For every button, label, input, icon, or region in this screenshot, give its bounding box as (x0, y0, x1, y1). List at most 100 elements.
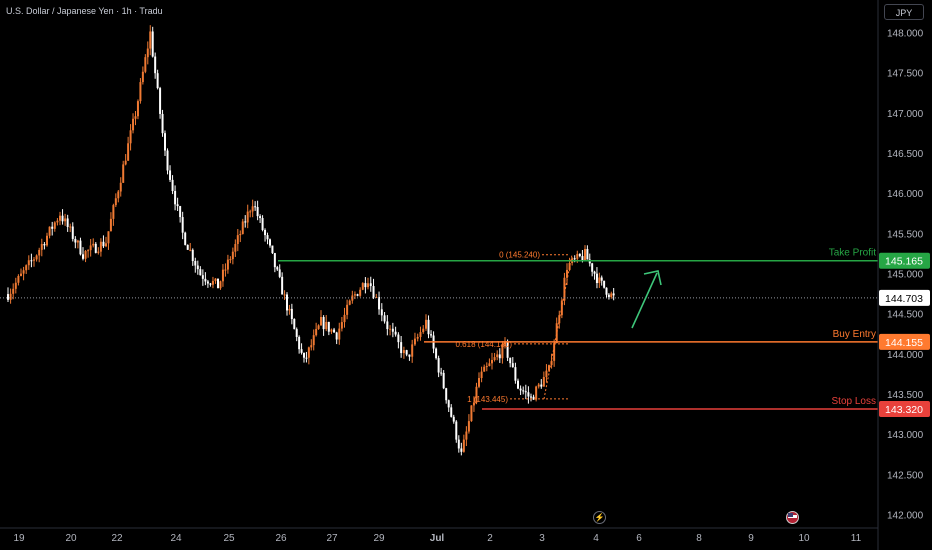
candle-body (548, 365, 550, 371)
candle-body (351, 295, 354, 301)
candle-body (480, 371, 483, 379)
candle-body (442, 372, 445, 389)
price-tick-label: 142.000 (887, 511, 924, 522)
level-price-label: 145.165 (885, 256, 923, 268)
current-price-badge (879, 289, 930, 306)
price-tick-label: 146.000 (887, 189, 924, 200)
candle-body (271, 245, 274, 254)
candle-body (330, 329, 333, 332)
candle-body (181, 217, 184, 233)
candle-body (27, 260, 30, 266)
up-arrow-icon[interactable] (631, 272, 658, 329)
candle-body (214, 278, 217, 281)
candle-body (312, 335, 315, 346)
symbol-header[interactable]: U.S. Dollar / Japanese Yen · 1h · Tradu (6, 6, 163, 16)
candle-body (581, 256, 584, 260)
candle-body (17, 275, 20, 283)
candle-body (59, 215, 61, 221)
candle-body (568, 262, 571, 270)
candle-body (84, 251, 87, 259)
candle-body (405, 350, 408, 355)
candle-body (408, 354, 411, 357)
candle-body (386, 321, 389, 330)
candle-body (303, 352, 305, 358)
time-tick-label: 4 (593, 533, 599, 544)
candle-body (112, 205, 115, 219)
candle-body (501, 344, 504, 359)
candle-body (236, 235, 239, 244)
candle-body (266, 235, 269, 240)
candle-body (74, 238, 77, 243)
candle-body (605, 287, 608, 295)
candle-body (219, 281, 222, 289)
candle-body (194, 261, 197, 266)
candle-body (576, 253, 579, 259)
candle-body (169, 170, 172, 180)
candle-body (447, 400, 450, 408)
candle-body (553, 343, 556, 361)
candle-body (119, 182, 122, 192)
candle-body (179, 206, 182, 218)
candle-body (445, 388, 448, 401)
candle-body (12, 288, 15, 294)
time-tick-label: 20 (65, 533, 77, 544)
candle-body (286, 294, 288, 311)
candle-body (578, 253, 581, 257)
candle-body (249, 211, 252, 213)
candle-body (109, 218, 112, 232)
candle-body (380, 309, 383, 316)
candle-body (139, 82, 142, 102)
currency-button[interactable]: JPY (884, 4, 924, 20)
candle-body (509, 357, 512, 364)
candle-body (53, 222, 56, 229)
candle-body (134, 116, 137, 119)
candle-body (300, 349, 303, 353)
us-flag-icon[interactable] (786, 511, 799, 524)
candle-body (600, 277, 603, 281)
candle-body (450, 407, 453, 417)
price-tick-label: 145.500 (887, 229, 924, 240)
time-tick-label: 10 (798, 533, 810, 544)
current-price-label: 144.703 (885, 293, 923, 305)
candle-body (122, 164, 125, 183)
candle-body (22, 270, 25, 274)
candle-body (184, 232, 187, 245)
lightning-icon[interactable]: ⚡ (593, 511, 606, 524)
candle-body (241, 221, 244, 234)
candle-body (231, 251, 234, 260)
candle-body (246, 211, 249, 223)
candle-body (514, 367, 517, 381)
candle-body (400, 342, 403, 354)
time-tick-label: Jul (430, 533, 445, 544)
candle-body (524, 391, 527, 393)
candle-body (25, 265, 28, 271)
candle-body (391, 328, 394, 332)
candle-body (402, 350, 405, 354)
candle-body (254, 206, 257, 208)
candle-body (226, 259, 229, 270)
candle-body (305, 357, 308, 359)
time-tick-label: 25 (223, 533, 235, 544)
arrow-head (643, 270, 662, 286)
candle-body (239, 233, 242, 236)
candle-body (38, 249, 41, 256)
candle-body (48, 226, 51, 236)
candle-body (419, 332, 422, 337)
candle-body (517, 380, 519, 389)
price-tick-label: 143.500 (887, 390, 924, 401)
candle-body (281, 276, 284, 295)
candle-body (76, 240, 79, 243)
candle-body (290, 308, 293, 319)
candle-body (176, 204, 179, 207)
candle-body (264, 230, 267, 236)
candle-body (99, 241, 102, 252)
candle-body (573, 258, 576, 260)
candle-body (144, 57, 147, 72)
level-name-label: Stop Loss (832, 396, 876, 407)
time-tick-label: 8 (696, 533, 702, 544)
candle-body (475, 386, 478, 403)
candle-body (530, 396, 532, 398)
candle-body (498, 354, 501, 359)
